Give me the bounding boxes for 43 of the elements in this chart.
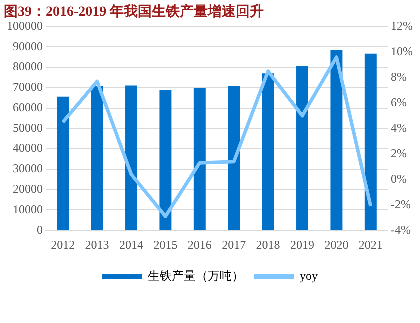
y-tick-label: 40000 bbox=[13, 141, 43, 156]
y-tick-label: 50000 bbox=[13, 120, 43, 135]
y-tick-label: 20000 bbox=[13, 182, 43, 196]
y-tick-label: 60000 bbox=[13, 100, 43, 114]
y2-tick-label: -2% bbox=[391, 197, 412, 212]
bar bbox=[91, 86, 104, 230]
bar bbox=[160, 90, 172, 230]
y2-tick-label: -4% bbox=[391, 222, 412, 237]
bar bbox=[57, 96, 70, 230]
y-tick-label: 30000 bbox=[13, 162, 43, 176]
legend-label: yoy bbox=[300, 269, 318, 284]
x-tick-label: 2013 bbox=[85, 238, 110, 252]
y2-tick-label: 12% bbox=[391, 18, 414, 33]
x-tick-label: 2019 bbox=[290, 238, 315, 252]
x-tick-label: 2016 bbox=[188, 238, 212, 252]
y-tick-label: 80000 bbox=[13, 60, 43, 74]
y2-tick-label: 0% bbox=[391, 172, 408, 186]
x-tick-label: 2018 bbox=[256, 238, 280, 252]
x-tick-label: 2015 bbox=[154, 238, 178, 252]
y2-tick-label: 4% bbox=[391, 120, 408, 135]
y2-tick-label: 8% bbox=[391, 70, 408, 84]
x-tick-label: 2021 bbox=[358, 238, 383, 252]
x-tick-label: 2020 bbox=[324, 238, 349, 252]
bar bbox=[194, 88, 206, 230]
bar bbox=[364, 54, 377, 230]
x-tick-label: 2012 bbox=[51, 238, 76, 252]
bar bbox=[296, 66, 308, 230]
x-tick-label: 2017 bbox=[222, 238, 246, 252]
y2-tick-label: 6% bbox=[391, 95, 408, 110]
legend-label: 生铁产量（万吨） bbox=[148, 269, 244, 284]
y-tick-label: 70000 bbox=[13, 80, 43, 94]
y2-tick-label: 10% bbox=[391, 44, 414, 58]
bar bbox=[330, 50, 343, 230]
y-tick-label: 10000 bbox=[13, 202, 43, 216]
chart-title: 图39：2016-2019 年我国生铁产量增速回升 bbox=[4, 3, 264, 20]
y-tick-label: 100000 bbox=[7, 18, 43, 33]
y-tick-label: 90000 bbox=[13, 39, 43, 54]
x-tick-label: 2014 bbox=[120, 238, 144, 252]
bar bbox=[126, 86, 138, 230]
bar bbox=[262, 74, 274, 230]
y2-tick-label: 2% bbox=[391, 146, 408, 160]
y-tick-label: 0 bbox=[37, 222, 43, 237]
bar bbox=[228, 86, 240, 230]
